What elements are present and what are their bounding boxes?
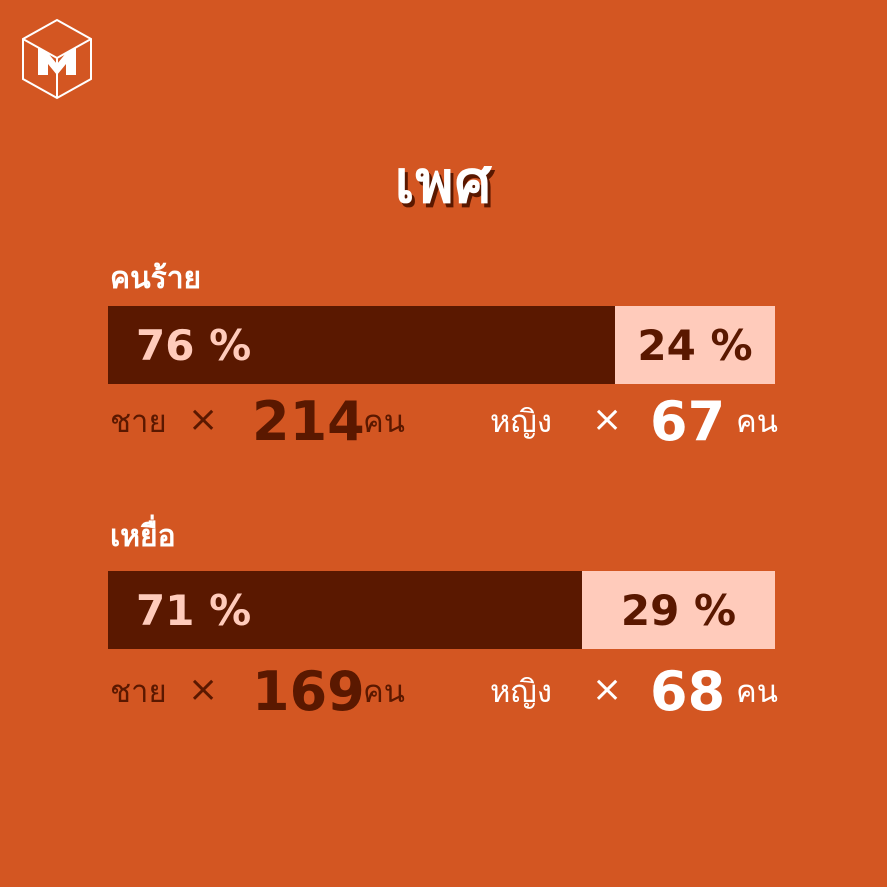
- count-row-offender: ชาย × 214 คน หญิง × 67 คน: [108, 392, 780, 452]
- gender-bar-offender: 76 % 24 %: [108, 306, 775, 384]
- group-label-victim: เหยื่อ: [110, 519, 176, 554]
- bar-segment-male: 76 %: [108, 306, 615, 384]
- female-label: หญิง: [490, 674, 552, 710]
- male-count: 214: [252, 390, 365, 453]
- female-label: หญิง: [490, 404, 552, 440]
- bar-segment-male: 71 %: [108, 571, 582, 649]
- percent-label-female: 24 %: [637, 320, 753, 370]
- female-count: 68: [650, 660, 726, 723]
- times-icon: ×: [188, 669, 219, 710]
- male-unit: คน: [363, 404, 405, 440]
- male-label: ชาย: [110, 674, 167, 710]
- male-count: 169: [252, 660, 365, 723]
- gender-bar-victim: 71 % 29 %: [108, 571, 775, 649]
- male-label: ชาย: [110, 404, 167, 440]
- female-unit: คน: [736, 404, 778, 440]
- count-row-victim: ชาย × 169 คน หญิง × 68 คน: [108, 662, 780, 722]
- page-title: เพศ: [394, 148, 493, 216]
- cube-m-logo-icon: [22, 18, 92, 100]
- bar-segment-female: 24 %: [615, 306, 775, 384]
- male-unit: คน: [363, 674, 405, 710]
- bar-segment-female: 29 %: [582, 571, 775, 649]
- percent-label-male: 76 %: [136, 320, 252, 370]
- group-label-offender: คนร้าย: [110, 261, 202, 296]
- times-icon: ×: [592, 399, 623, 440]
- times-icon: ×: [188, 399, 219, 440]
- percent-label-female: 29 %: [620, 585, 737, 635]
- female-count: 67: [650, 390, 726, 453]
- percent-label-male: 71 %: [136, 585, 252, 635]
- times-icon: ×: [592, 669, 623, 710]
- female-unit: คน: [736, 674, 778, 710]
